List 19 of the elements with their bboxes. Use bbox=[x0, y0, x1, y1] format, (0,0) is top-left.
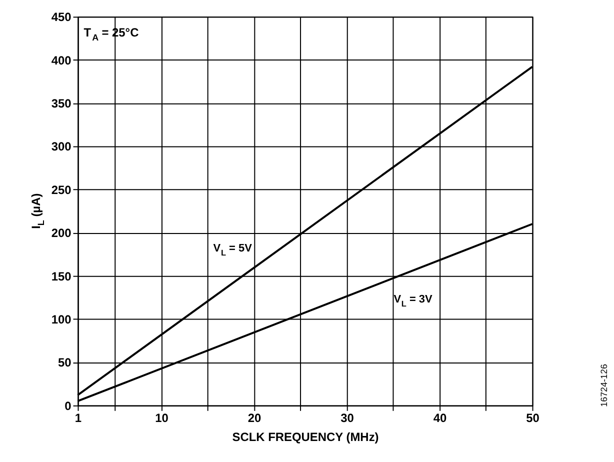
x-tick-label: 40 bbox=[433, 410, 448, 425]
y-tick-label: 300 bbox=[51, 140, 72, 154]
y-tick-label: 250 bbox=[51, 182, 72, 197]
x-tick-label: 10 bbox=[155, 410, 169, 425]
y-tick-label: 50 bbox=[58, 356, 72, 370]
y-tick-label: 200 bbox=[51, 226, 72, 240]
x-tick-label: 20 bbox=[248, 410, 262, 425]
y-tick-label: 450 bbox=[51, 10, 72, 24]
y-tick-label: 0 bbox=[64, 398, 72, 413]
text: 16724-126 bbox=[599, 364, 610, 407]
y-tick-label: 100 bbox=[51, 312, 72, 327]
x-tick-label: 50 bbox=[526, 410, 540, 425]
y-axis-title: IL (µA) bbox=[28, 193, 46, 229]
y-tick-label: 400 bbox=[51, 53, 72, 68]
x-tick-label: 1 bbox=[74, 410, 82, 425]
y-tick-label: 350 bbox=[51, 96, 72, 111]
x-axis-title: SCLK FREQUENCY (MHz) bbox=[232, 430, 379, 444]
x-tick-label: 30 bbox=[340, 410, 354, 425]
y-tick-label: 150 bbox=[51, 269, 72, 284]
